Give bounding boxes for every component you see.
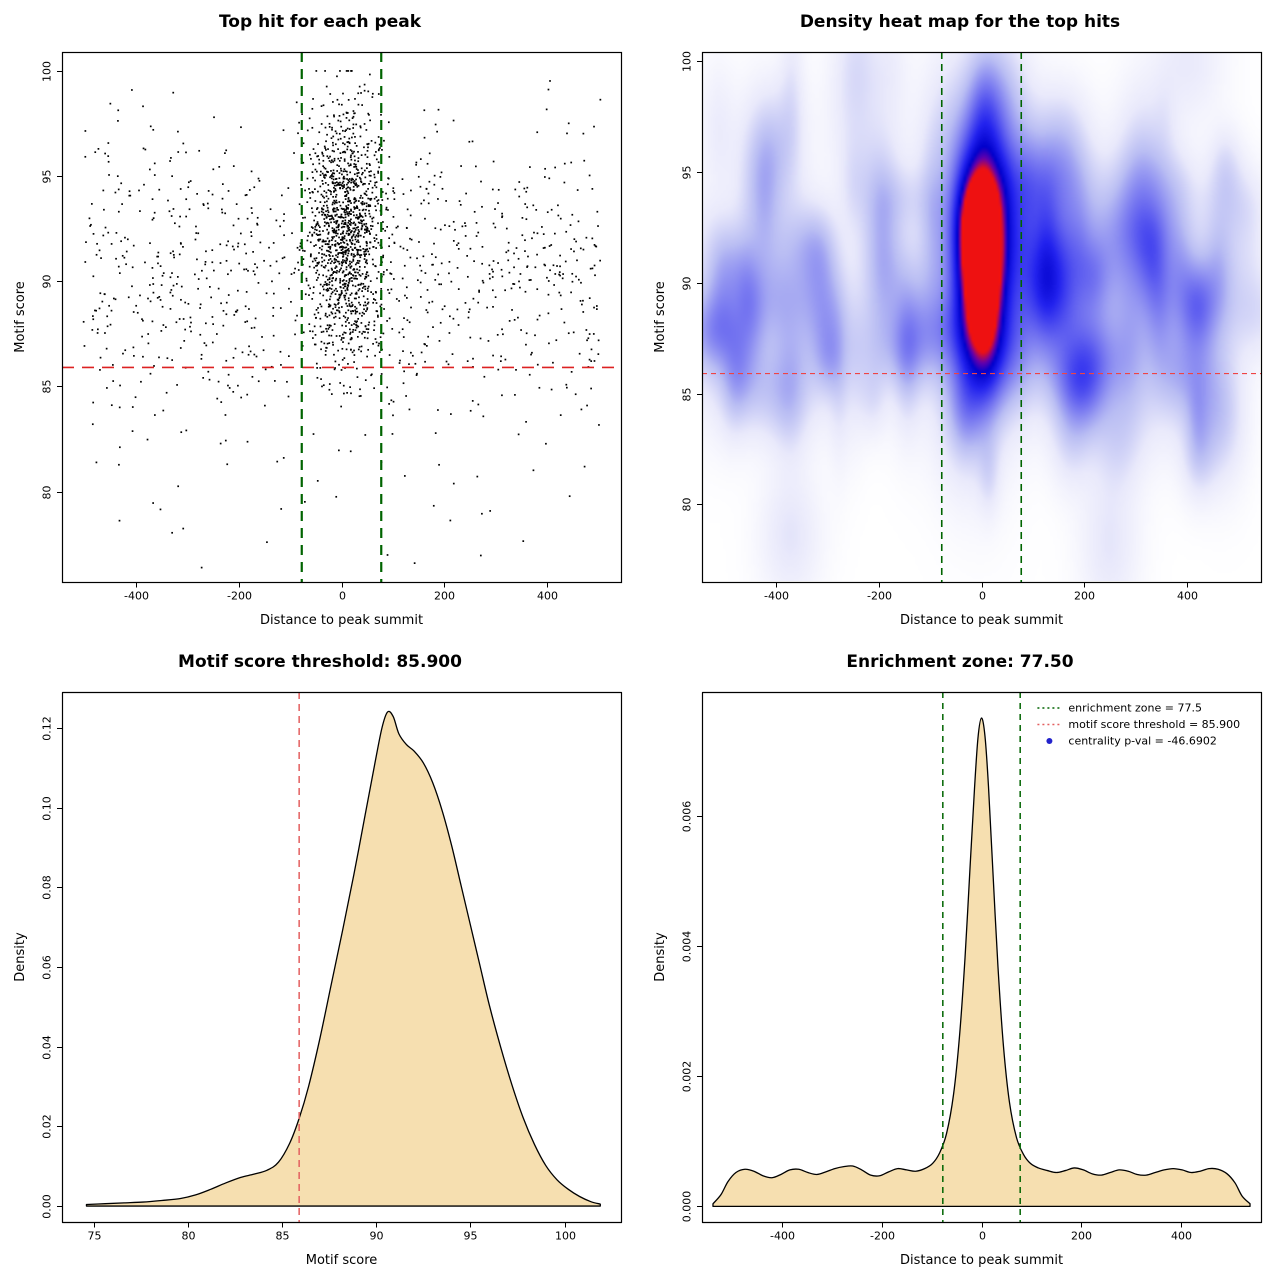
enrichment-zone-density-canvas	[640, 684, 1280, 1280]
panel-enrichment-zone-density: Enrichment zone: 77.50	[640, 640, 1280, 1280]
chart-title-enrichment-zone-density: Enrichment zone: 77.50	[846, 652, 1074, 672]
motif-score-density-canvas	[0, 684, 640, 1280]
scatter-plot-canvas	[0, 44, 640, 640]
panel-top-hit-scatter: Top hit for each peak	[0, 0, 640, 640]
chart-title-motif-score-density: Motif score threshold: 85.900	[178, 652, 462, 672]
panel-density-heatmap: Density heat map for the top hits	[640, 0, 1280, 640]
chart-title-top-hit-scatter: Top hit for each peak	[218, 12, 422, 32]
chart-title-density-heatmap: Density heat map for the top hits	[799, 12, 1121, 32]
panel-motif-score-density: Motif score threshold: 85.900	[0, 640, 640, 1280]
heatmap-plot-canvas	[640, 44, 1280, 640]
